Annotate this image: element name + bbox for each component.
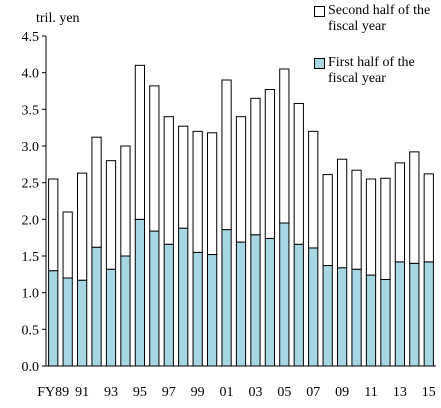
- bar-segment: [250, 234, 261, 367]
- bar-segment: [279, 68, 290, 224]
- bar-segment: [380, 177, 391, 280]
- bar-segment: [264, 89, 276, 239]
- bar-segment: [76, 279, 88, 367]
- bar-segment: [105, 160, 117, 270]
- bar-segment: [322, 174, 333, 267]
- bar-segment: [134, 64, 146, 220]
- x-tick-label: 03: [248, 385, 262, 400]
- bar-segment: [293, 243, 304, 367]
- x-tick-label: 05: [277, 385, 291, 400]
- bar-segment: [192, 251, 203, 367]
- y-tick-label: 3.5: [22, 103, 40, 118]
- bar-segment: [91, 246, 102, 367]
- y-tick-label: 2.0: [22, 213, 40, 228]
- bar-segment: [62, 211, 73, 279]
- legend-swatch: [314, 58, 325, 69]
- y-tick-label: 2.5: [22, 177, 40, 192]
- bar-segment: [206, 254, 218, 367]
- y-tick-label: 1.5: [22, 250, 40, 265]
- y-tick-label: 3.0: [22, 140, 40, 155]
- bar-segment: [163, 116, 174, 245]
- legend-label: First half of the fiscal year: [328, 55, 415, 86]
- y-tick-label: 0.5: [22, 323, 40, 338]
- y-tick-label: 4.0: [22, 67, 40, 82]
- x-tick-label: 01: [220, 385, 234, 400]
- bar-segment: [134, 218, 146, 367]
- y-tick-label: 1.0: [22, 287, 40, 302]
- bar-segment: [351, 268, 362, 367]
- bar-segment: [394, 162, 406, 263]
- bar-segment: [120, 145, 131, 257]
- bar-segment: [192, 130, 203, 253]
- bar-segment: [235, 241, 247, 367]
- bar-segment: [221, 79, 232, 231]
- bar-segment: [105, 268, 117, 367]
- bar-segment: [409, 151, 420, 264]
- bar-segment: [91, 136, 102, 248]
- x-tick-label: 97: [162, 385, 176, 400]
- bar-segment: [279, 222, 290, 367]
- bar-segment: [149, 85, 160, 232]
- bar-segment: [206, 132, 218, 256]
- legend-item: Second half of the fiscal year: [314, 3, 441, 35]
- bar-segment: [308, 247, 319, 367]
- legend-label: Second half of the fiscal year: [328, 3, 431, 34]
- x-tick-label: 95: [133, 385, 147, 400]
- legend-item: First half of the fiscal year: [314, 55, 441, 87]
- x-tick-label: 09: [335, 385, 349, 400]
- bar-segment: [365, 274, 377, 367]
- x-tick-label: 13: [393, 385, 407, 400]
- y-tick-label: 0.0: [22, 360, 40, 375]
- bar-segment: [423, 173, 434, 263]
- bar-segment: [235, 116, 247, 243]
- x-tick-label: 11: [364, 385, 377, 400]
- x-tick-label: FY89: [37, 385, 69, 400]
- bar-segment: [76, 172, 88, 281]
- bar-segment: [264, 237, 276, 367]
- legend-swatch: [314, 6, 325, 17]
- bar-segment: [163, 243, 174, 367]
- bar-segment: [178, 125, 189, 229]
- x-tick-label: 15: [422, 385, 436, 400]
- bar-segment: [351, 169, 362, 270]
- bar-segment: [394, 261, 406, 367]
- x-tick-label: 07: [306, 385, 320, 400]
- bar-segment: [178, 227, 189, 367]
- y-axis-label: tril. yen: [36, 11, 80, 26]
- bar-segment: [409, 262, 420, 367]
- x-tick-label: 91: [75, 385, 89, 400]
- bar-segment: [308, 130, 319, 249]
- bar-segment: [120, 255, 131, 367]
- bar-segment: [336, 267, 348, 367]
- bar-segment: [62, 277, 73, 367]
- bar-segment: [423, 261, 434, 367]
- bar-segment: [293, 102, 304, 245]
- bar-segment: [48, 178, 59, 272]
- bar-segment: [250, 97, 261, 236]
- bar-segment: [221, 229, 232, 367]
- bar-segment: [322, 265, 333, 367]
- x-tick-label: 93: [104, 385, 118, 400]
- bar-segment: [149, 230, 160, 367]
- bar-segment: [336, 158, 348, 269]
- bar-segment: [48, 270, 59, 367]
- bar-segment: [380, 278, 391, 367]
- x-tick-label: 99: [191, 385, 205, 400]
- y-tick-label: 4.5: [22, 30, 40, 45]
- bar-segment: [365, 178, 377, 276]
